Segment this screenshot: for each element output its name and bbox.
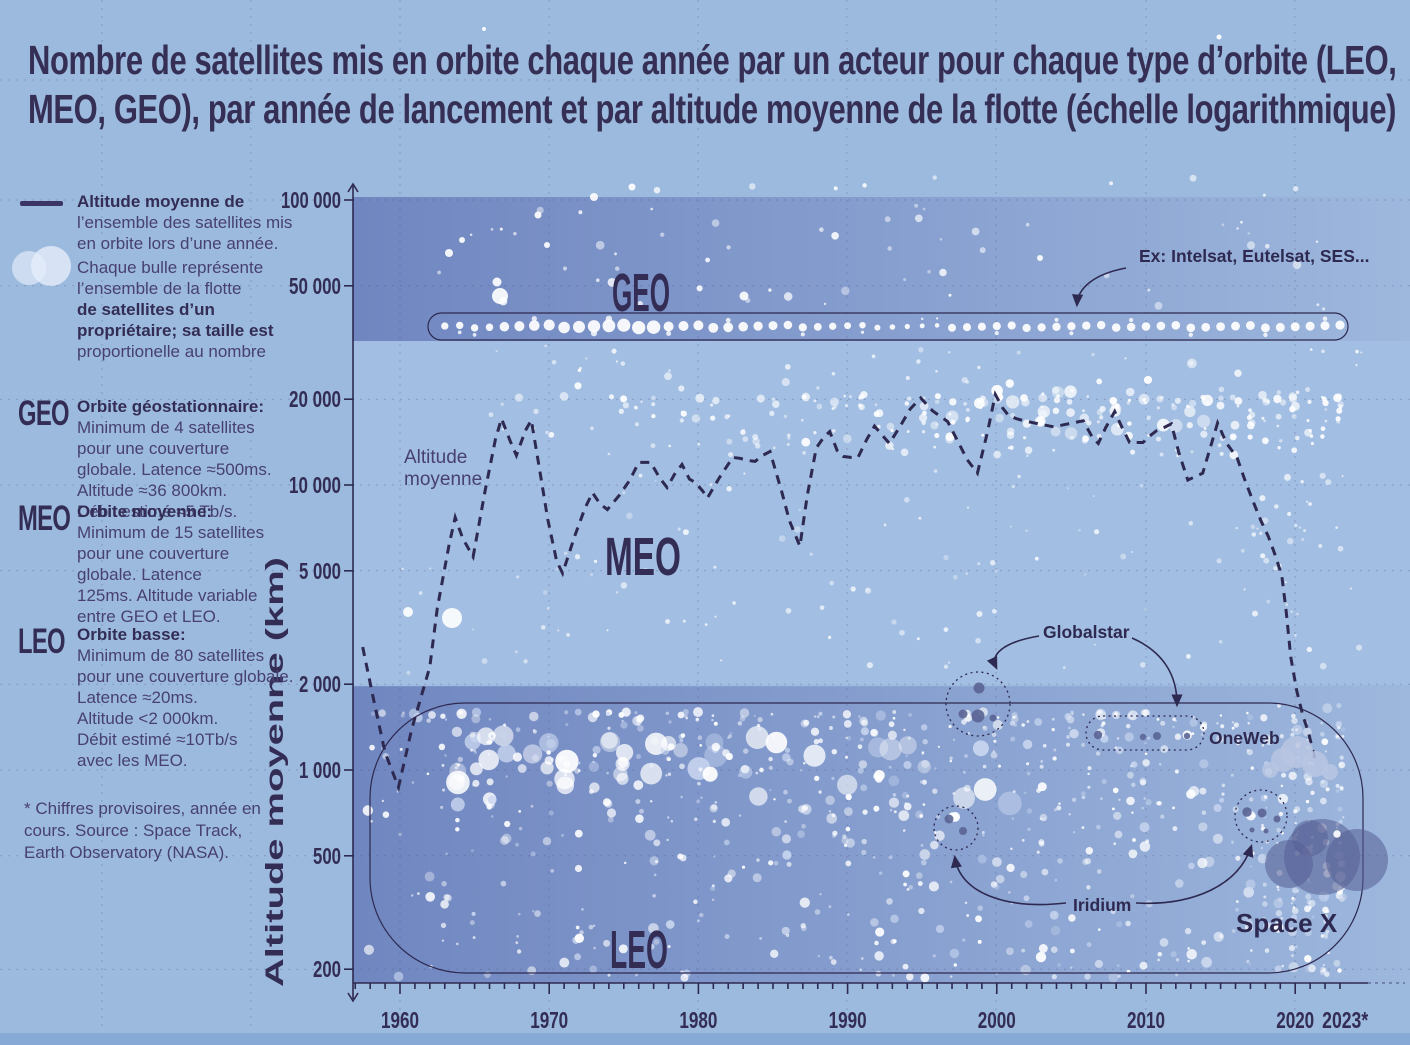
sidebar-label-meo: MEO <box>18 499 71 538</box>
meo-heading: Orbite moyenne: <box>77 502 213 521</box>
y-tick-10000: 10 000 <box>289 472 341 498</box>
axes <box>344 182 1405 1003</box>
y-tick-500: 500 <box>313 843 341 869</box>
iridium-group-2 <box>1234 789 1288 843</box>
geo-heading: Orbite géostationnaire: <box>77 397 265 416</box>
footer-strip <box>0 1033 1410 1045</box>
average-altitude-line <box>361 390 1317 793</box>
x-tick-2000: 2000 <box>978 1007 1016 1033</box>
geo-body: Minimum de 4 satellites pour une couvertu… <box>77 418 272 521</box>
iridium-label: Iridium <box>1073 895 1131 915</box>
zone-label-leo: LEO <box>610 920 668 980</box>
x-tick-2020: 2020 <box>1276 1007 1314 1033</box>
meo-description: Orbite moyenne: Minimum de 15 satellites… <box>77 501 307 627</box>
sidebar-label-leo: LEO <box>18 622 66 661</box>
spacex-label: Space X <box>1236 908 1338 938</box>
legend-average-line: Altitude moyenne de l’ensemble des satell… <box>77 192 293 253</box>
sidebar-label-geo: GEO <box>18 394 70 433</box>
operator-bubbles-dark <box>403 27 1388 895</box>
bubble-field <box>362 174 1363 983</box>
globalstar-arrow <box>986 635 1040 670</box>
y-tick-20000: 20 000 <box>289 386 341 412</box>
y-tick-100000: 100 000 <box>281 187 341 213</box>
meo-zone <box>353 341 1410 686</box>
x-tick-1980: 1980 <box>679 1007 717 1033</box>
y-tick-5000: 5 000 <box>299 558 341 584</box>
average-line-annotation: Altitude <box>404 447 467 468</box>
zone-label-geo: GEO <box>612 263 670 323</box>
average-line-swatch-icon <box>20 201 63 206</box>
globalstar-arrow <box>1131 637 1183 708</box>
leo-body: Minimum de 80 satellites pour une couvert… <box>77 646 294 770</box>
legend-bubble-size: Chaque bulle représente l’ensemble de la … <box>77 258 274 361</box>
y-tick-1000: 1 000 <box>299 757 341 783</box>
y-tick-50000: 50 000 <box>289 273 341 299</box>
iridium-group-1 <box>933 805 979 851</box>
source-footnote: * Chiffres provisoires, année en cours. … <box>24 799 261 862</box>
leo-heading: Orbite basse: <box>77 625 186 644</box>
x-tick-1990: 1990 <box>829 1007 867 1033</box>
y-axis-title: Altitude moyenne (km) <box>261 557 289 987</box>
globalstar2-group <box>1085 715 1205 751</box>
x-tick-1960: 1960 <box>381 1007 419 1033</box>
meo-body: Minimum de 15 satellites pour une couvert… <box>77 523 265 626</box>
x-tick-2010: 2010 <box>1127 1007 1165 1033</box>
ex-geo-arrow <box>1072 267 1127 308</box>
title-line-2: MEO, GEO), par année de lancement et par… <box>28 86 1397 133</box>
ex-geo-label: Ex: Intelsat, Eutelsat, SES... <box>1139 246 1370 266</box>
leo-description: Orbite basse: Minimum de 80 satellites po… <box>77 624 312 771</box>
iridium-arrow <box>1135 843 1254 905</box>
title-line-1: Nombre de satellites mis en orbite chaqu… <box>28 37 1397 83</box>
x-tick-2023: 2023* <box>1322 1007 1368 1033</box>
globalstar-label: Globalstar <box>1043 622 1130 642</box>
geo-band <box>353 197 1410 342</box>
globalstar-group <box>945 671 1011 737</box>
y-tick-200: 200 <box>313 956 341 982</box>
geo-pill <box>427 312 1349 341</box>
page-title: Nombre de satellites mis en orbite chaqu… <box>28 36 1410 134</box>
geo-description: Orbite géostationnaire: Minimum de 4 sat… <box>77 396 307 522</box>
x-tick-1970: 1970 <box>530 1007 568 1033</box>
geo-pill-dots <box>441 315 1345 338</box>
average-line-annotation: moyenne <box>404 469 482 490</box>
bubble-size-swatch-icon <box>12 246 71 286</box>
iridium-arrow <box>950 854 1067 906</box>
y-tick-2000: 2 000 <box>299 671 341 697</box>
zone-label-meo: MEO <box>605 527 681 587</box>
oneweb-label: OneWeb <box>1209 728 1280 748</box>
